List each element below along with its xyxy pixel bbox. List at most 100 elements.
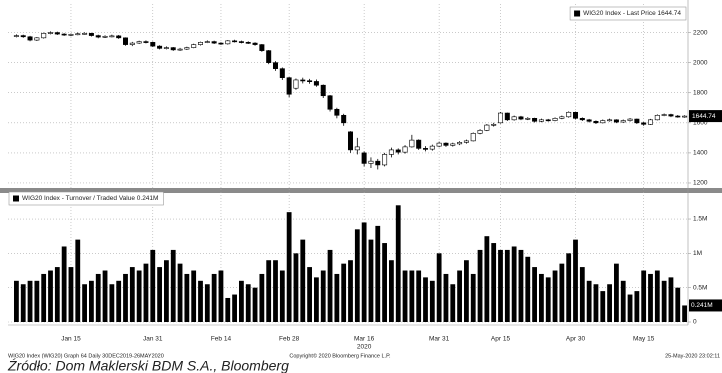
bar: [293, 253, 299, 322]
candle-body: [13, 35, 19, 37]
bar: [504, 249, 510, 322]
bar: [654, 270, 660, 322]
candle-body: [600, 120, 606, 124]
bar: [579, 267, 585, 322]
bar: [375, 225, 381, 322]
candle-body: [327, 95, 333, 110]
candle-body: [129, 42, 135, 45]
bar: [361, 222, 367, 322]
legend-box: [8, 191, 164, 206]
bar: [573, 239, 578, 322]
bar: [457, 270, 462, 322]
legend-label: WIG20 Index - Last Price 1644.74: [583, 10, 681, 17]
bar: [314, 277, 319, 322]
bar: [164, 260, 169, 322]
candle-body: [341, 114, 347, 124]
bar: [48, 270, 53, 322]
footer-right: 25-May-2020 23:02:11: [665, 353, 720, 359]
candle-body: [511, 116, 517, 121]
bar: [191, 270, 197, 322]
legend-box: [569, 6, 687, 21]
candle-body: [538, 119, 544, 122]
candle-body: [518, 116, 524, 120]
candle-body: [232, 40, 238, 43]
footer-left: WIG20 Index (WIG20) Graph 64 Daily 30DEC…: [8, 353, 164, 359]
candle-body: [61, 33, 67, 36]
bar: [300, 239, 306, 322]
bar: [464, 260, 469, 322]
candle-body: [354, 146, 360, 151]
candle-body: [634, 118, 640, 124]
candle-body: [259, 44, 265, 51]
candle-body: [607, 119, 613, 122]
legend-swatch: [13, 195, 19, 202]
candle-body: [184, 47, 190, 50]
bar: [150, 249, 156, 322]
bar: [402, 270, 408, 322]
candle-body: [150, 42, 156, 47]
x-axis-year: 2020: [357, 344, 372, 351]
x-tick-label: May 15: [633, 336, 655, 343]
candle-body: [136, 41, 142, 44]
legend-label: WIG20 Index - Turnover / Traded Value 0.…: [22, 195, 158, 202]
y-tick-label: 0.5M: [693, 284, 707, 291]
candle-body: [654, 114, 660, 121]
y-tick-label: 1.5M: [693, 216, 707, 223]
bar: [157, 267, 162, 322]
candle-body: [647, 119, 653, 125]
bar: [552, 270, 558, 322]
bar: [620, 280, 626, 322]
candle-body: [279, 68, 285, 78]
candle-body: [75, 33, 81, 36]
bar: [641, 270, 647, 322]
candle-body: [300, 79, 306, 82]
candle-body: [47, 32, 53, 34]
candle-body: [613, 119, 619, 123]
bar: [586, 280, 592, 322]
y-tick-label: 0: [693, 319, 697, 326]
candle-body: [620, 120, 626, 123]
x-tick-label: Feb 28: [279, 336, 300, 343]
bar: [225, 297, 231, 322]
bar: [232, 294, 237, 322]
bar: [348, 260, 353, 322]
last-value-box: [689, 299, 722, 312]
bar: [218, 270, 224, 322]
candle-body: [368, 160, 374, 164]
candle-body: [102, 36, 108, 38]
bar: [198, 280, 203, 322]
bar: [477, 249, 483, 322]
candle-body: [504, 112, 510, 121]
candle-body: [395, 149, 401, 153]
candle-body: [375, 160, 381, 166]
candle-body: [566, 111, 572, 118]
bar: [518, 249, 524, 322]
candle-body: [402, 146, 408, 153]
bar: [545, 277, 551, 322]
candle-body: [388, 149, 394, 155]
bar: [109, 284, 115, 322]
bar: [682, 305, 687, 322]
candle-body: [34, 37, 40, 41]
candle-body: [266, 50, 272, 63]
panel-separator: [0, 188, 722, 193]
bar: [600, 291, 606, 322]
caption: Źródło: Dom Maklerski BDM S.A., Bloomber…: [7, 358, 289, 373]
y-tick-label: 1400: [693, 150, 708, 157]
bar: [75, 239, 81, 322]
candle-body: [675, 115, 681, 118]
candle-body: [443, 142, 449, 146]
candle-body: [429, 145, 435, 150]
candle-body: [163, 47, 169, 49]
candle-body: [525, 118, 531, 120]
bar: [675, 287, 681, 322]
bar: [409, 270, 415, 322]
candle-body: [347, 131, 353, 151]
y-tick-label: 1800: [693, 89, 708, 96]
bar: [593, 284, 599, 322]
bar: [614, 263, 619, 322]
candle-body: [497, 112, 503, 124]
bar: [307, 267, 312, 322]
